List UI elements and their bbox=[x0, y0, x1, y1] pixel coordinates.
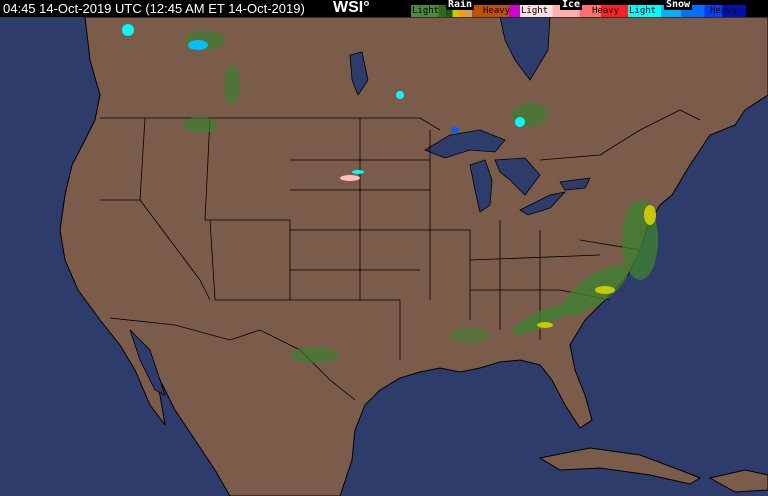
lake-huron bbox=[494, 157, 541, 196]
cuba bbox=[538, 447, 702, 485]
snow-echo bbox=[352, 170, 364, 174]
rain-heavy-label: Heavy bbox=[483, 6, 511, 16]
state-lines bbox=[100, 117, 641, 360]
ice-legend: Light Heavy bbox=[520, 5, 628, 17]
land bbox=[59, 16, 768, 496]
lake-superior bbox=[424, 129, 506, 159]
ice-heavy-label: Heavy bbox=[592, 6, 620, 16]
wsi-logo: WSI° bbox=[333, 0, 370, 16]
hispaniola bbox=[708, 469, 768, 493]
rain-echo bbox=[224, 65, 240, 105]
rain-title: Rain bbox=[446, 0, 475, 10]
lake-erie bbox=[519, 191, 567, 216]
james-bay bbox=[499, 16, 551, 81]
timestamp: 04:45 14-Oct-2019 UTC (12:45 AM ET 14-Oc… bbox=[3, 1, 305, 16]
snow-echo bbox=[188, 40, 208, 50]
lake-ontario bbox=[559, 177, 591, 191]
ice-title: Ice bbox=[560, 0, 583, 10]
heavy-echo bbox=[644, 205, 656, 225]
rain-echo bbox=[450, 327, 490, 343]
snow-echo bbox=[122, 24, 134, 36]
borders bbox=[100, 109, 701, 401]
radar-echoes bbox=[122, 24, 658, 363]
snow-echo bbox=[396, 91, 404, 99]
snow-heavy-label: Heavy bbox=[710, 6, 738, 16]
snow-legend: Light Heavy bbox=[628, 5, 746, 17]
heavy-echo bbox=[537, 322, 553, 328]
header-bar: 04:45 14-Oct-2019 UTC (12:45 AM ET 14-Oc… bbox=[0, 0, 768, 17]
snow-echo bbox=[515, 117, 525, 127]
rain-echo bbox=[512, 305, 568, 335]
us-mexico-border bbox=[109, 317, 356, 401]
ice-light-label: Light bbox=[521, 6, 549, 16]
snow-echo bbox=[451, 127, 459, 133]
snow-light-label: Light bbox=[629, 6, 657, 16]
snow-title: Snow bbox=[664, 0, 693, 10]
rain-legend: Light Heavy bbox=[411, 5, 520, 17]
ice-echo bbox=[340, 175, 360, 181]
heavy-echo bbox=[595, 286, 615, 294]
water-bodies bbox=[129, 16, 591, 396]
rain-echo bbox=[290, 347, 340, 363]
rain-light-label: Light bbox=[412, 6, 440, 16]
rain-echo bbox=[182, 117, 218, 133]
lake-michigan bbox=[469, 159, 493, 213]
gulf-of-california bbox=[129, 329, 166, 396]
north-america-land bbox=[59, 16, 768, 496]
lake-winnipeg bbox=[349, 51, 369, 96]
